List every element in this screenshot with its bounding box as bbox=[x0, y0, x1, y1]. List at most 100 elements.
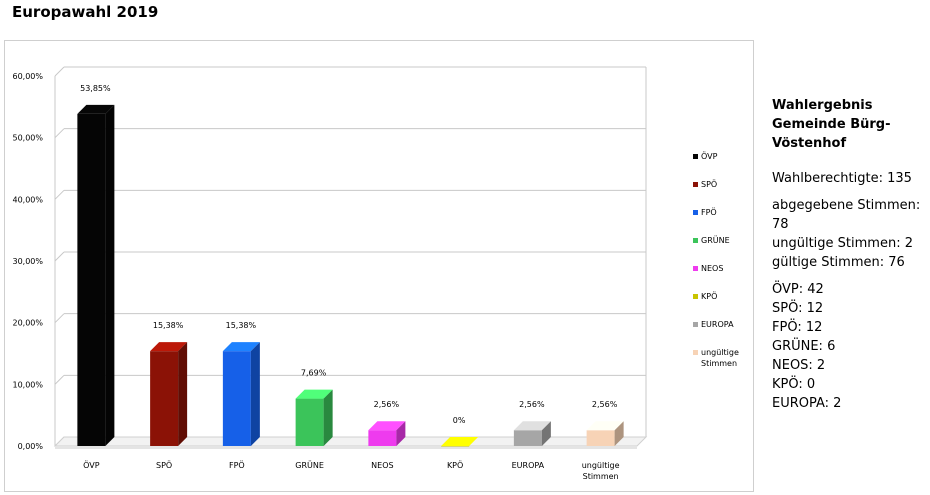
legend-swatch bbox=[693, 182, 698, 187]
bar-side bbox=[105, 104, 115, 447]
data-labels: 53,85% 15,38% 15,38% 7,69% 2,56% 0% 2,56% 2,56% bbox=[80, 84, 618, 425]
bar-front bbox=[77, 113, 106, 447]
bar-front bbox=[441, 446, 470, 447]
bar-top bbox=[513, 421, 551, 431]
bar-top bbox=[441, 437, 479, 446]
data-label: 7,69% bbox=[301, 369, 327, 378]
x-tick-label: KPÖ bbox=[447, 460, 463, 470]
bar-front bbox=[150, 351, 179, 446]
gridline-diag bbox=[54, 251, 65, 262]
bar-side bbox=[178, 342, 188, 446]
x-axis-categories: ÖVP SPÖ FPÖ GRÜNE NEOS KPÖ EUROPA ungültige Stim… bbox=[83, 460, 619, 481]
party-vote-line: EUROPA: 2 bbox=[772, 396, 842, 411]
bar-top bbox=[368, 421, 406, 431]
y-tick-label: 20,00% bbox=[12, 319, 43, 328]
y-tick-label: 10,00% bbox=[12, 380, 43, 389]
legend-swatch bbox=[693, 154, 698, 159]
data-label: 2,56% bbox=[592, 400, 618, 409]
bar bbox=[77, 104, 115, 447]
chart-bars bbox=[77, 104, 624, 447]
x-tick-label: GRÜNE bbox=[295, 460, 324, 470]
votes-cast: abgegebene Stimmen: 78 bbox=[772, 198, 921, 232]
party-vote-line: GRÜNE: 6 bbox=[772, 339, 836, 354]
bar bbox=[441, 437, 479, 447]
bar-side bbox=[396, 421, 406, 446]
bar-front bbox=[295, 398, 324, 446]
legend-label: EUROPA bbox=[701, 320, 734, 329]
bar-front bbox=[513, 430, 542, 446]
x-tick-label: EUROPA bbox=[512, 461, 545, 470]
bar bbox=[150, 342, 188, 446]
chart-frame: 0,00% 10,00% 20,00% 30,00% 40,00% 50,00% 60,00… bbox=[4, 40, 754, 492]
y-axis-ticks: 0,00% 10,00% 20,00% 30,00% 40,00% 50,00% 60,00… bbox=[12, 72, 43, 451]
legend-label: KPÖ bbox=[701, 291, 717, 301]
y-tick-label: 60,00% bbox=[12, 72, 43, 81]
chart-legend: ÖVP SPÖ FPÖ GRÜNE NEOS KPÖ EUROPA ungültige Stim… bbox=[693, 151, 739, 368]
invalid-votes: ungültige Stimmen: 2 bbox=[772, 236, 913, 251]
legend-swatch bbox=[693, 266, 698, 271]
legend-swatch bbox=[693, 210, 698, 215]
y-tick-label: 50,00% bbox=[12, 134, 43, 143]
bar-side bbox=[541, 421, 551, 446]
legend-label: GRÜNE bbox=[701, 235, 730, 245]
result-title: Wahlergebnis Gemeinde Bürg-Vöstenhof bbox=[772, 98, 891, 151]
bar-top bbox=[77, 104, 115, 114]
legend-swatch bbox=[693, 294, 698, 299]
legend-label: NEOS bbox=[701, 264, 723, 273]
data-label: 15,38% bbox=[226, 321, 257, 330]
x-tick-label: NEOS bbox=[371, 461, 393, 470]
bar bbox=[586, 421, 624, 446]
gridline-diag bbox=[54, 374, 65, 385]
bar bbox=[222, 342, 260, 446]
gridline-diag bbox=[54, 189, 65, 200]
legend-label: SPÖ bbox=[701, 179, 717, 189]
legend-label: FPÖ bbox=[701, 207, 717, 217]
data-label: 0% bbox=[453, 416, 466, 425]
gridline-diag bbox=[54, 313, 65, 324]
legend-label: ÖVP bbox=[701, 151, 718, 161]
party-vote-line: KPÖ: 0 bbox=[772, 377, 816, 392]
data-label: 15,38% bbox=[153, 321, 184, 330]
bar-front bbox=[222, 351, 251, 446]
legend-item: ÖVP bbox=[693, 151, 718, 161]
data-label: 53,85% bbox=[80, 84, 111, 93]
legend-swatch bbox=[693, 322, 698, 327]
bar-top bbox=[295, 389, 333, 399]
bar-side bbox=[323, 389, 333, 446]
eligible-voters: Wahlberechtigte: 135 bbox=[772, 171, 912, 186]
bar-chart: 0,00% 10,00% 20,00% 30,00% 40,00% 50,00% 60,00… bbox=[12, 66, 739, 481]
bar-side bbox=[614, 421, 624, 446]
legend-swatch bbox=[693, 350, 698, 355]
y-tick-label: 40,00% bbox=[12, 195, 43, 204]
party-vote-line: SPÖ: 12 bbox=[772, 301, 824, 316]
data-label: 2,56% bbox=[374, 400, 400, 409]
legend-item: ungültige Stimmen bbox=[693, 348, 739, 368]
legend-swatch bbox=[693, 238, 698, 243]
x-tick-label: ungültige Stimmen bbox=[582, 461, 620, 481]
chart-floor bbox=[53, 436, 648, 449]
valid-votes: gültige Stimmen: 76 bbox=[772, 255, 905, 270]
bar bbox=[368, 421, 406, 446]
bar bbox=[513, 421, 551, 446]
legend-item: KPÖ bbox=[693, 291, 717, 301]
legend-item: FPÖ bbox=[693, 207, 717, 217]
legend-item: GRÜNE bbox=[693, 235, 730, 245]
legend-label: ungültige Stimmen bbox=[701, 348, 739, 368]
legend-item: NEOS bbox=[693, 264, 723, 273]
y-tick-label: 0,00% bbox=[18, 442, 44, 451]
party-vote-line: ÖVP: 42 bbox=[772, 282, 824, 297]
party-votes-list: ÖVP: 42 SPÖ: 12 FPÖ: 12 GRÜNE: 6 NEOS: 2 KPÖ:… bbox=[772, 280, 930, 413]
chart-floor-edge bbox=[55, 446, 637, 449]
bar-side bbox=[250, 342, 260, 446]
data-label: 2,56% bbox=[519, 400, 545, 409]
chart-floor-plane bbox=[53, 436, 648, 447]
gridline-diag bbox=[54, 66, 65, 77]
x-tick-label: ÖVP bbox=[83, 460, 100, 470]
page-title: Europawahl 2019 bbox=[12, 3, 159, 21]
bar-top bbox=[150, 342, 188, 352]
chart-grid bbox=[54, 66, 647, 447]
result-panel: Wahlergebnis Gemeinde Bürg-Vöstenhof Wah… bbox=[772, 96, 930, 413]
legend-item: SPÖ bbox=[693, 179, 717, 189]
bar-front bbox=[368, 430, 397, 446]
bar-top bbox=[222, 342, 260, 352]
